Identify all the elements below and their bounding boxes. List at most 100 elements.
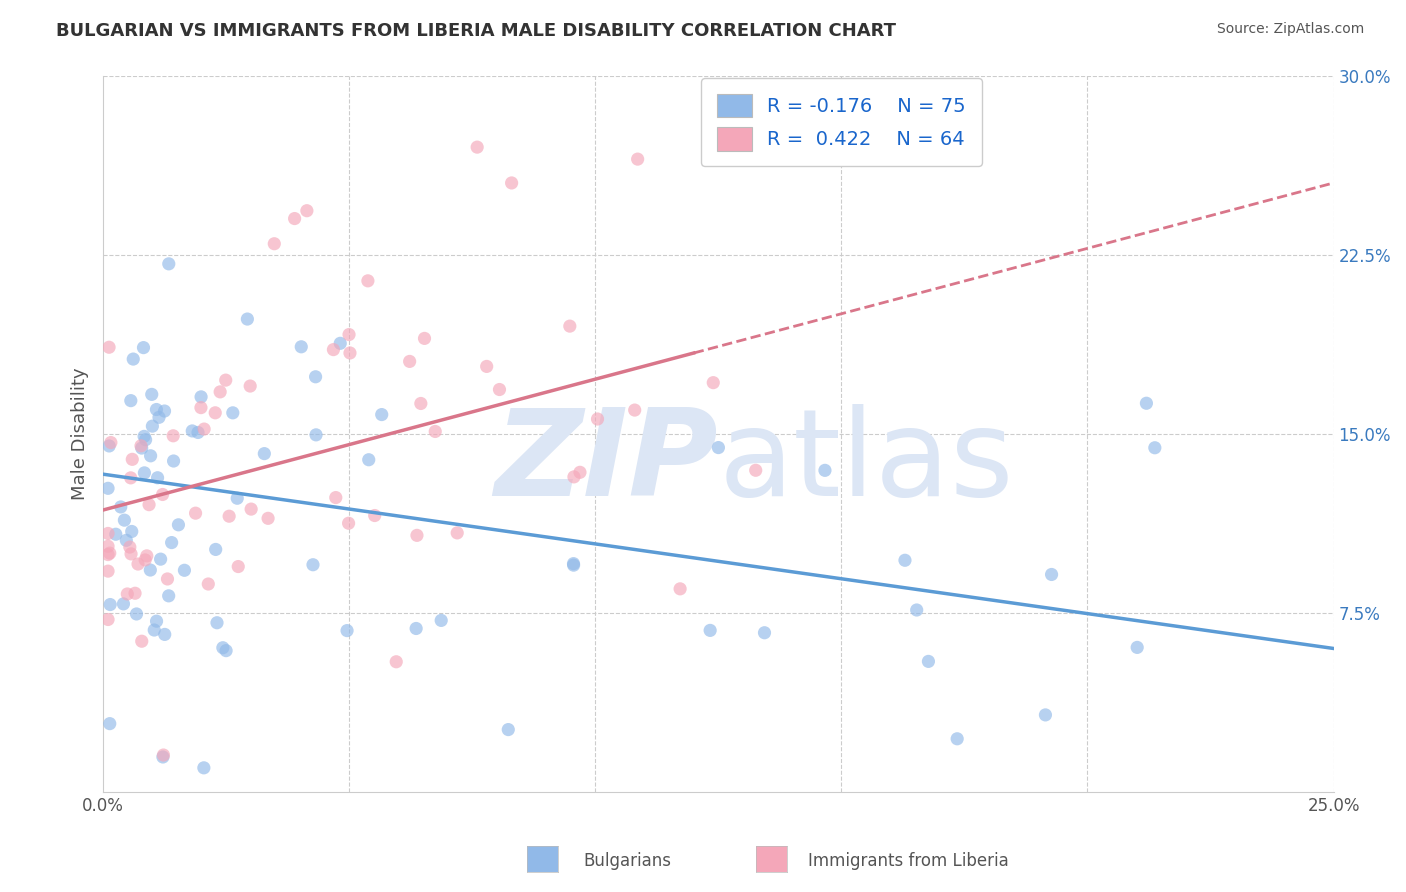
Point — [211, 640, 233, 655]
Point — [917, 654, 939, 668]
Point — [141, 419, 163, 434]
Point — [337, 516, 360, 531]
Point — [153, 404, 176, 418]
Point — [135, 433, 157, 447]
Point — [112, 513, 135, 527]
Point — [112, 597, 135, 611]
Point — [184, 506, 207, 520]
Point — [152, 750, 174, 764]
Point — [197, 577, 219, 591]
Point — [152, 747, 174, 762]
Point — [139, 449, 162, 463]
Point — [302, 558, 325, 572]
Point — [97, 481, 120, 495]
Point — [149, 552, 172, 566]
Point — [226, 491, 249, 506]
Point — [132, 429, 155, 443]
Point — [139, 563, 162, 577]
Point — [98, 340, 121, 354]
Point — [145, 614, 167, 628]
Point — [405, 622, 427, 636]
Y-axis label: Male Disability: Male Disability — [72, 368, 89, 500]
Point — [430, 614, 453, 628]
Point — [370, 408, 392, 422]
Point — [702, 376, 724, 390]
Point — [110, 500, 132, 514]
Point — [131, 441, 153, 455]
Point — [290, 340, 312, 354]
Point — [329, 336, 352, 351]
Point — [173, 563, 195, 577]
Point — [153, 627, 176, 641]
Point — [204, 542, 226, 557]
Point — [905, 603, 928, 617]
Point — [894, 553, 917, 567]
Point — [122, 352, 145, 367]
Point — [623, 403, 645, 417]
Point — [627, 152, 650, 166]
Point — [425, 425, 447, 439]
Point — [446, 525, 468, 540]
Point — [141, 387, 163, 401]
Point — [304, 369, 326, 384]
Point — [744, 463, 766, 477]
Point — [239, 379, 262, 393]
Point — [97, 526, 120, 541]
Point — [156, 572, 179, 586]
Point — [357, 274, 380, 288]
Point — [413, 331, 436, 345]
Text: Source: ZipAtlas.com: Source: ZipAtlas.com — [1216, 22, 1364, 37]
Point — [215, 643, 238, 657]
Point — [562, 558, 585, 573]
Point — [115, 533, 138, 548]
Point — [97, 539, 120, 553]
Point — [97, 548, 120, 562]
Point — [295, 203, 318, 218]
Point — [562, 557, 585, 571]
Text: ZIP: ZIP — [495, 404, 718, 521]
Point — [145, 402, 167, 417]
Point — [162, 429, 184, 443]
Point — [946, 731, 969, 746]
Point — [120, 471, 142, 485]
Point — [157, 589, 180, 603]
Point — [152, 487, 174, 501]
Point — [284, 211, 307, 226]
Point — [240, 502, 263, 516]
Point — [363, 508, 385, 523]
Point — [134, 466, 156, 480]
Point — [1035, 707, 1057, 722]
Point — [475, 359, 498, 374]
Text: Immigrants from Liberia: Immigrants from Liberia — [808, 852, 1010, 870]
Point — [181, 424, 204, 438]
Point — [699, 624, 721, 638]
Point — [160, 535, 183, 549]
Point — [127, 557, 149, 571]
Text: BULGARIAN VS IMMIGRANTS FROM LIBERIA MALE DISABILITY CORRELATION CHART: BULGARIAN VS IMMIGRANTS FROM LIBERIA MAL… — [56, 22, 896, 40]
Point — [465, 140, 488, 154]
Text: Bulgarians: Bulgarians — [583, 852, 672, 870]
Point — [148, 410, 170, 425]
Point — [98, 598, 121, 612]
Point — [138, 498, 160, 512]
Point — [215, 373, 238, 387]
Point — [120, 393, 142, 408]
Point — [167, 517, 190, 532]
Point — [1135, 396, 1157, 410]
Point — [406, 528, 429, 542]
Point — [125, 607, 148, 621]
Point — [121, 524, 143, 539]
Point — [97, 613, 120, 627]
Point — [398, 354, 420, 368]
Point — [707, 441, 730, 455]
Point — [205, 615, 228, 630]
Point — [568, 465, 591, 479]
Point — [263, 236, 285, 251]
Point — [409, 396, 432, 410]
Legend: R = -0.176    N = 75, R =  0.422    N = 64: R = -0.176 N = 75, R = 0.422 N = 64 — [702, 78, 981, 167]
Point — [1126, 640, 1149, 655]
Point — [339, 346, 361, 360]
Point — [669, 582, 692, 596]
Point — [562, 470, 585, 484]
Point — [190, 390, 212, 404]
